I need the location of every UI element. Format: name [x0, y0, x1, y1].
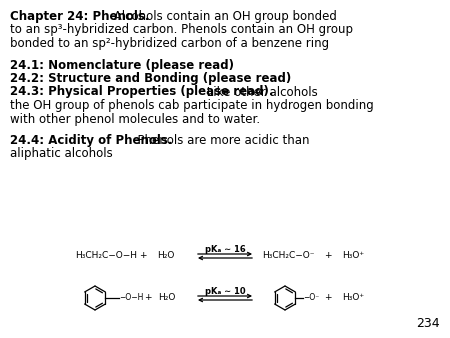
Text: H₃CH₂C−O⁻: H₃CH₂C−O⁻	[262, 251, 315, 261]
Text: the OH group of phenols cab participate in hydrogen bonding: the OH group of phenols cab participate …	[10, 99, 374, 112]
Text: 24.1: Nomenclature (please read): 24.1: Nomenclature (please read)	[10, 58, 234, 72]
Text: Phenols are more acidic than: Phenols are more acidic than	[130, 134, 310, 147]
Text: −O⁻: −O⁻	[303, 293, 320, 303]
Text: aliphatic alcohols: aliphatic alcohols	[10, 147, 113, 161]
Text: H₂O: H₂O	[157, 251, 175, 261]
Text: +: +	[324, 251, 332, 261]
Text: Like other alcohols: Like other alcohols	[203, 86, 318, 98]
Text: +: +	[144, 293, 152, 303]
Text: H₃CH₂C−O−H: H₃CH₂C−O−H	[75, 251, 137, 261]
Text: 234: 234	[416, 317, 440, 330]
Text: to an sp³-hybridized carbon. Phenols contain an OH group: to an sp³-hybridized carbon. Phenols con…	[10, 24, 353, 37]
Text: −O−H: −O−H	[119, 293, 144, 303]
Text: 24.4: Acidity of Phenols.: 24.4: Acidity of Phenols.	[10, 134, 172, 147]
Text: H₂O: H₂O	[158, 293, 176, 303]
Text: 24.3: Physical Properties (please read).: 24.3: Physical Properties (please read).	[10, 86, 274, 98]
Text: 24.2: Structure and Bonding (please read): 24.2: Structure and Bonding (please read…	[10, 72, 291, 85]
Text: +: +	[139, 251, 147, 261]
Text: Alcohols contain an OH group bonded: Alcohols contain an OH group bonded	[110, 10, 337, 23]
Text: H₃O⁺: H₃O⁺	[342, 251, 364, 261]
Text: pKₐ ∼ 16: pKₐ ∼ 16	[205, 245, 245, 254]
Text: H₃O⁺: H₃O⁺	[342, 293, 364, 303]
Text: Chapter 24: Phenols.: Chapter 24: Phenols.	[10, 10, 149, 23]
Text: pKₐ ∼ 10: pKₐ ∼ 10	[205, 287, 245, 296]
Text: with other phenol molecules and to water.: with other phenol molecules and to water…	[10, 113, 260, 125]
Text: bonded to an sp²-hybridized carbon of a benzene ring: bonded to an sp²-hybridized carbon of a …	[10, 37, 329, 50]
Text: +: +	[324, 293, 332, 303]
